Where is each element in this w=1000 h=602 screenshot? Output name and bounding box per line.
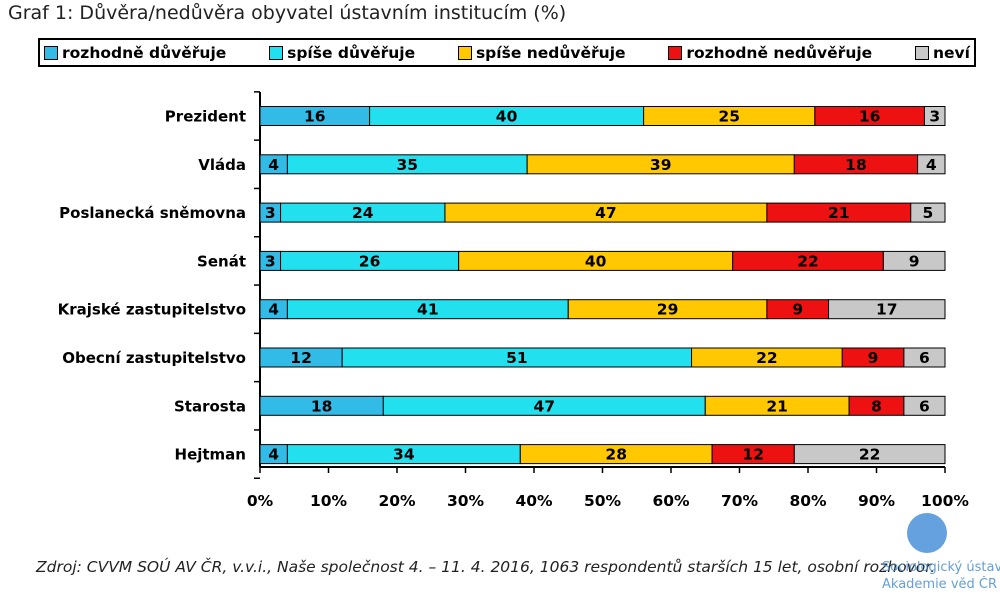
- bar-value-label: 12: [742, 446, 764, 464]
- bar-segment: [793, 444, 946, 465]
- bar-value-label: 22: [859, 446, 881, 464]
- logo-emblem-icon: [907, 513, 947, 553]
- bar-value-label: 29: [657, 301, 679, 319]
- category-label: Hejtman: [175, 446, 246, 464]
- bar-value-label: 17: [876, 301, 898, 319]
- bar-value-label: 6: [919, 349, 930, 367]
- legend-item: neví: [915, 44, 970, 62]
- legend-label: rozhodně důvěřuje: [62, 43, 227, 62]
- legend-label: spíše nedůvěřuje: [475, 43, 626, 62]
- legend-label: rozhodně nedůvěřuje: [686, 43, 873, 62]
- legend-label: spíše důvěřuje: [287, 43, 416, 62]
- bar-value-label: 22: [797, 252, 819, 270]
- x-tick-label: 60%: [652, 492, 690, 510]
- bar-value-label: 12: [290, 349, 312, 367]
- bar-segment: [828, 299, 946, 320]
- bar-value-label: 16: [859, 108, 881, 126]
- bar-value-label: 28: [605, 446, 627, 464]
- bar-value-label: 51: [506, 349, 528, 367]
- bar-value-label: 47: [533, 397, 555, 415]
- bar-value-label: 26: [359, 252, 381, 270]
- legend: rozhodně důvěřuje spíše důvěřuje spíše ned…: [38, 38, 976, 67]
- category-label: Poslanecká sněmovna: [59, 204, 246, 222]
- bar-value-label: 5: [922, 204, 933, 222]
- logo-line-1: Sociologický ústav: [882, 560, 1000, 575]
- legend-swatch: [44, 45, 58, 60]
- category-label: Senát: [197, 252, 246, 270]
- bar-value-label: 41: [417, 301, 439, 319]
- bar-value-label: 18: [311, 397, 333, 415]
- logo-line-2: Akademie věd ČR: [882, 577, 998, 592]
- bar-value-label: 3: [265, 204, 276, 222]
- legend-label: neví: [933, 43, 970, 62]
- bar-value-label: 4: [268, 301, 279, 319]
- bar-value-label: 39: [650, 156, 672, 174]
- legend-item: spíše důvěřuje: [269, 44, 415, 62]
- x-tick-label: 10%: [310, 492, 348, 510]
- legend-swatch: [668, 45, 683, 60]
- x-tick-label: 70%: [721, 492, 759, 510]
- category-label: Krajské zastupitelstvo: [58, 301, 246, 319]
- category-label: Prezident: [165, 108, 246, 126]
- bar-value-label: 4: [268, 446, 279, 464]
- legend-item: spíše nedůvěřuje: [457, 43, 626, 62]
- bar-value-label: 21: [828, 204, 850, 222]
- bar-segment: [910, 202, 946, 223]
- legend-swatch: [915, 45, 929, 60]
- category-label: Vláda: [198, 156, 246, 174]
- chart-title: Graf 1: Důvěra/nedůvěra obyvatel ústavní…: [8, 2, 567, 24]
- x-tick-label: 20%: [378, 492, 416, 510]
- institute-logo: Sociologický ústav Akademie věd ČR: [882, 513, 1000, 595]
- bar-value-label: 34: [393, 446, 415, 464]
- bar-value-label: 47: [595, 204, 617, 222]
- x-tick-label: 80%: [789, 492, 827, 510]
- bar-segment: [882, 250, 946, 271]
- bar-segment: [903, 395, 946, 416]
- source-note: Zdroj: CVVM SOÚ AV ČR, v.v.i., Naše spol…: [36, 558, 936, 576]
- category-label: Obecní zastupitelstvo: [62, 349, 246, 367]
- category-label: Starosta: [174, 397, 246, 415]
- x-tick-label: 30%: [447, 492, 485, 510]
- x-tick-label: 40%: [515, 492, 553, 510]
- bar-value-label: 4: [268, 156, 279, 174]
- legend-swatch: [269, 45, 284, 60]
- bar-value-label: 4: [926, 156, 937, 174]
- bar-value-label: 24: [352, 204, 374, 222]
- bar-value-label: 3: [265, 252, 276, 270]
- bar-value-label: 22: [756, 349, 778, 367]
- x-tick-label: 50%: [584, 492, 622, 510]
- bar-value-label: 9: [909, 252, 920, 270]
- bar-value-label: 35: [396, 156, 418, 174]
- legend-swatch: [457, 45, 472, 60]
- bar-value-label: 6: [919, 397, 930, 415]
- legend-item: rozhodně nedůvěřuje: [668, 44, 872, 62]
- bar-value-label: 40: [496, 108, 518, 126]
- bar-value-label: 9: [868, 349, 879, 367]
- bar-value-label: 40: [585, 252, 607, 270]
- bar-value-label: 8: [871, 397, 882, 415]
- bar-value-label: 18: [845, 156, 867, 174]
- bar-segment: [903, 347, 946, 368]
- x-tick-label: 100%: [921, 492, 969, 510]
- x-tick-label: 90%: [858, 492, 896, 510]
- bar-value-label: 16: [304, 108, 326, 126]
- legend-item: rozhodně důvěřuje: [44, 44, 226, 62]
- bar-value-label: 9: [792, 301, 803, 319]
- bar-value-label: 3: [929, 108, 940, 126]
- bar-value-label: 21: [766, 397, 788, 415]
- x-tick-label: 0%: [247, 492, 274, 510]
- bar-value-label: 25: [718, 108, 740, 126]
- bar-segment: [917, 154, 946, 175]
- bar-segment: [923, 106, 946, 126]
